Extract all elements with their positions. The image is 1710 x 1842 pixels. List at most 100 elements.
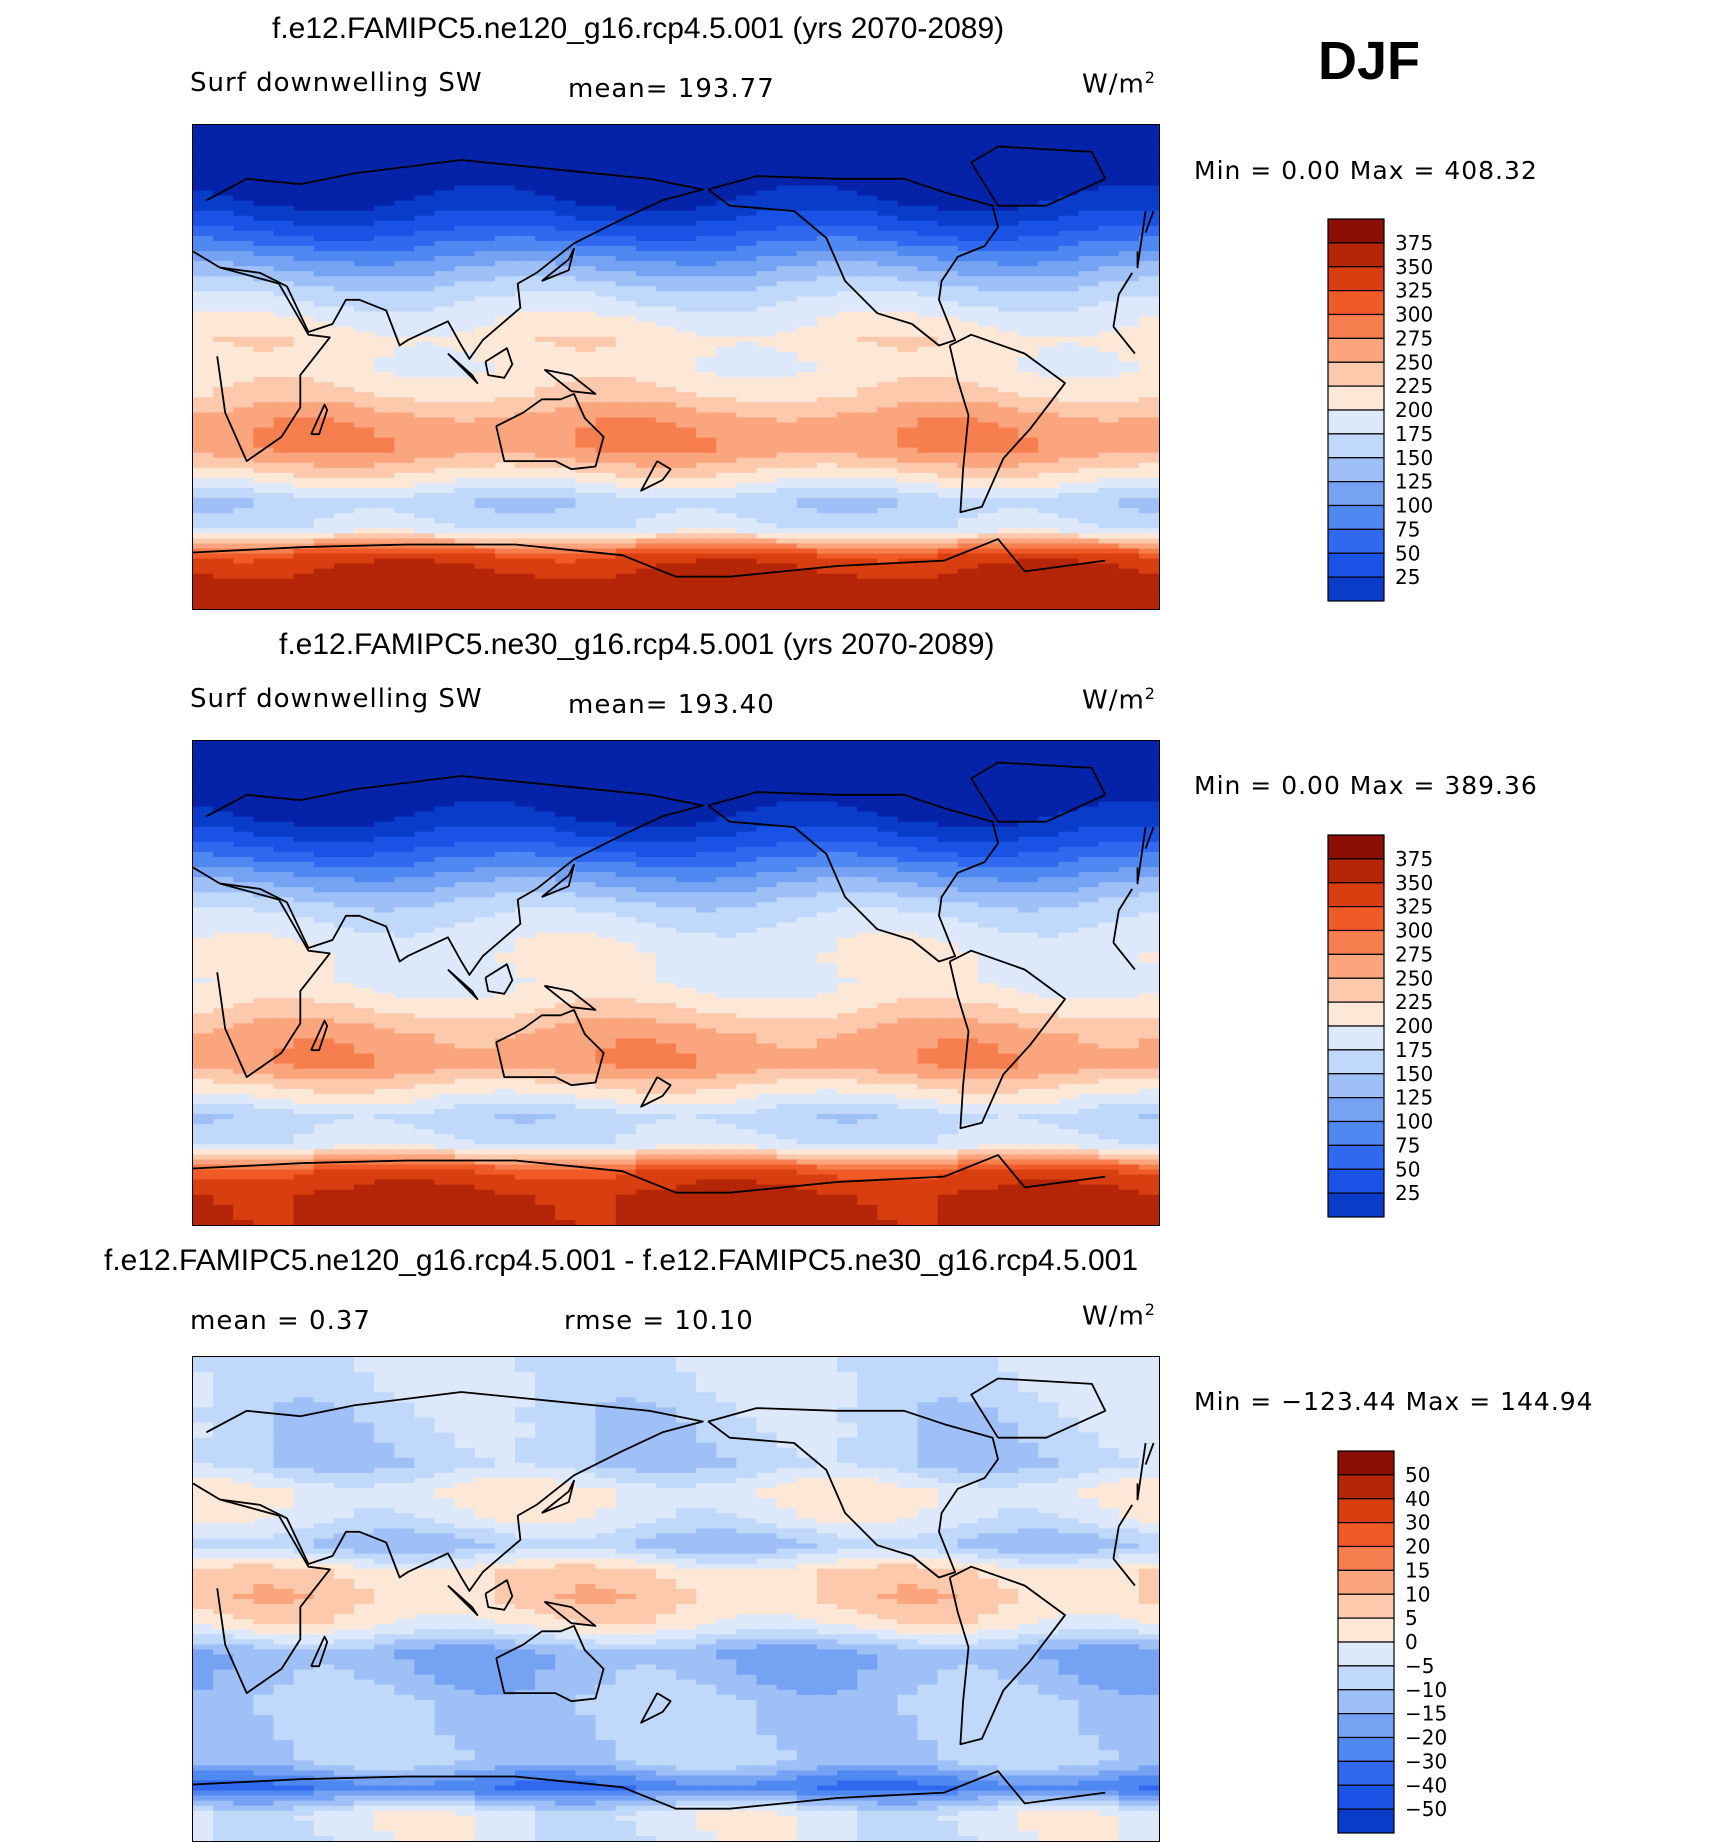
- field-cell: [595, 346, 617, 353]
- field-cell: [555, 482, 576, 489]
- field-cell: [1058, 316, 1080, 323]
- field-cell: [837, 215, 858, 222]
- field-cell: [454, 538, 476, 545]
- field-cell: [494, 751, 516, 757]
- field-cell: [796, 766, 818, 772]
- field-cell: [434, 150, 456, 156]
- field-cell: [937, 447, 959, 454]
- field-cell: [595, 447, 617, 454]
- field-cell: [535, 412, 556, 419]
- field-cell: [273, 125, 295, 131]
- field-cell: [273, 593, 295, 600]
- field-cell: [776, 240, 798, 247]
- field-cell: [736, 306, 758, 313]
- field-cell: [1018, 422, 1039, 429]
- field-cell: [877, 477, 898, 484]
- field-cell: [193, 417, 214, 424]
- field-cell: [474, 271, 496, 277]
- field-cell: [313, 588, 335, 595]
- field-cell: [877, 240, 898, 247]
- field-cell: [1018, 543, 1039, 550]
- field-cell: [494, 200, 516, 207]
- field-cell: [957, 125, 979, 131]
- field-cell: [575, 246, 597, 252]
- field-cell: [515, 220, 536, 227]
- field-cell: [394, 751, 415, 757]
- field-cell: [635, 145, 657, 151]
- field-cell: [1038, 125, 1059, 131]
- field-cell: [897, 372, 919, 378]
- field-cell: [897, 533, 919, 540]
- field-cell: [193, 412, 214, 419]
- field-cell: [816, 538, 838, 545]
- field-cell: [1118, 493, 1140, 499]
- field-cell: [1118, 331, 1140, 338]
- field-cell: [535, 180, 556, 187]
- field-cell: [374, 372, 395, 378]
- field-cell: [736, 447, 758, 454]
- field-cell: [676, 452, 697, 459]
- field-cell: [917, 756, 939, 762]
- field-cell: [333, 558, 355, 565]
- field-cell: [857, 372, 878, 378]
- field-cell: [776, 756, 798, 762]
- field-cell: [937, 412, 959, 419]
- field-cell: [1058, 442, 1080, 449]
- field-cell: [816, 548, 838, 555]
- field-cell: [414, 306, 436, 313]
- field-cell: [1098, 442, 1120, 449]
- field-cell: [816, 200, 838, 207]
- field-cell: [213, 472, 234, 479]
- field-cell: [253, 462, 275, 469]
- field-cell: [635, 215, 657, 222]
- field-cell: [474, 367, 496, 373]
- field-cell: [333, 563, 355, 570]
- field-cell: [615, 538, 637, 545]
- field-cell: [1098, 170, 1120, 177]
- field-cell: [716, 578, 737, 585]
- field-cell: [273, 513, 295, 519]
- field-cell: [273, 603, 295, 609]
- field-cell: [434, 351, 456, 358]
- field-cell: [213, 361, 234, 368]
- field-cell: [877, 377, 898, 383]
- field-cell: [515, 553, 536, 560]
- field-cell: [635, 367, 657, 373]
- field-cell: [816, 331, 838, 338]
- field-cell: [394, 271, 415, 277]
- field-cell: [1138, 377, 1159, 383]
- field-cell: [877, 336, 898, 343]
- field-cell: [253, 341, 275, 348]
- field-cell: [1038, 246, 1059, 252]
- field-cell: [535, 498, 556, 504]
- field-cell: [1138, 412, 1159, 419]
- field-cell: [937, 276, 959, 282]
- field-cell: [414, 321, 436, 328]
- field-cell: [273, 276, 295, 282]
- field-cell: [434, 200, 456, 207]
- field-cell: [877, 488, 898, 494]
- field-cell: [333, 756, 355, 762]
- field-cell: [515, 246, 536, 252]
- panel1-min-max: Min = 0.00 Max = 408.32: [1194, 156, 1538, 185]
- field-cell: [1138, 361, 1159, 368]
- field-cell: [897, 377, 919, 383]
- field-cell: [1018, 311, 1039, 318]
- field-cell: [816, 372, 838, 378]
- field-cell: [1018, 306, 1039, 313]
- field-cell: [253, 397, 275, 403]
- field-cell: [293, 346, 315, 353]
- field-cell: [434, 235, 456, 242]
- field-cell: [394, 311, 415, 318]
- field-cell: [1018, 225, 1039, 232]
- field-cell: [374, 568, 395, 575]
- field-cell: [776, 563, 798, 570]
- field-cell: [998, 432, 1019, 439]
- field-cell: [756, 311, 778, 318]
- field-cell: [676, 261, 697, 267]
- field-cell: [394, 316, 415, 323]
- field-cell: [857, 321, 878, 328]
- colorbar-swatch: [1327, 290, 1385, 316]
- field-cell: [1058, 135, 1080, 141]
- field-cell: [515, 498, 536, 504]
